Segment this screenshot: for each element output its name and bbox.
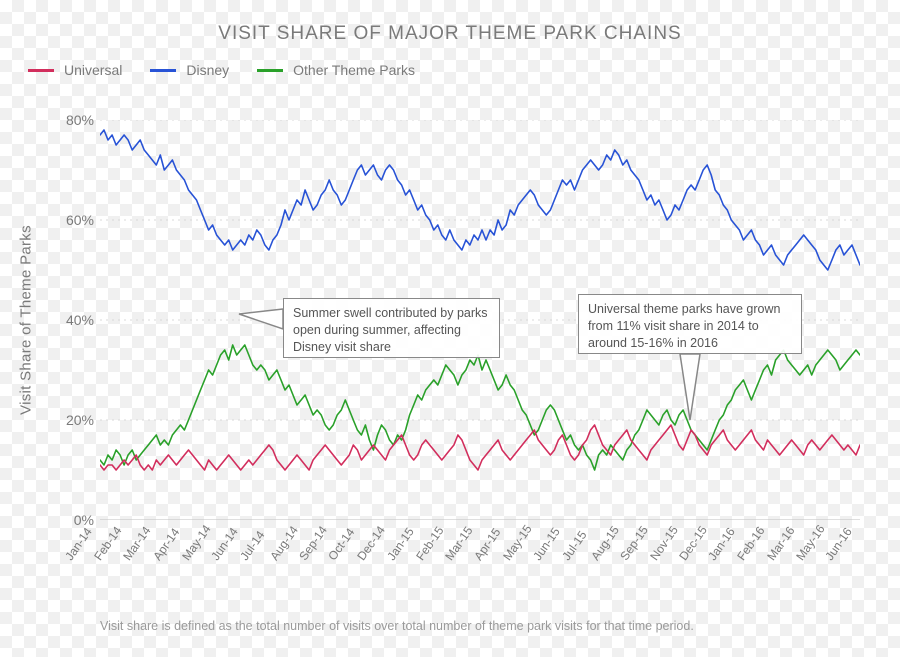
chart-frame: VISIT SHARE OF MAJOR THEME PARK CHAINS U… [0, 0, 900, 657]
callout-box: Universal theme parks have grown from 11… [578, 294, 802, 354]
chart-caption: Visit share is defined as the total numb… [100, 619, 694, 633]
